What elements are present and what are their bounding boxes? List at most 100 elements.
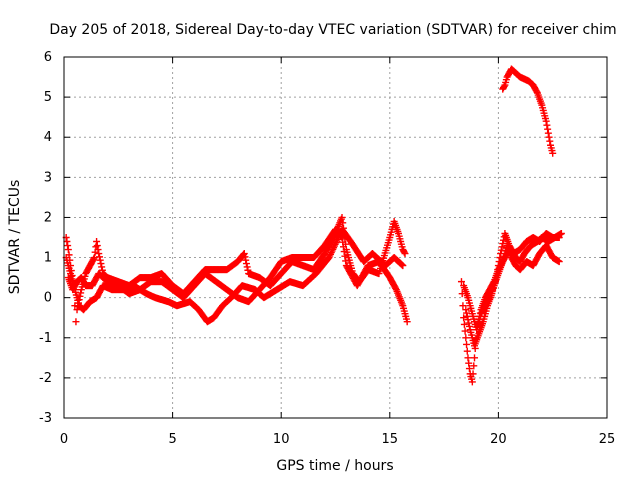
- data-point: [399, 262, 407, 270]
- y-tick-label: 6: [44, 50, 52, 65]
- data-point: [397, 260, 405, 268]
- data-point: [339, 219, 347, 227]
- data-point: [401, 250, 409, 258]
- y-axis-label: SDTVAR / TECUs: [7, 180, 23, 295]
- data-point: [545, 133, 553, 141]
- data-point: [457, 278, 465, 286]
- data-point: [462, 306, 470, 314]
- data-point: [465, 365, 473, 373]
- data-point: [533, 88, 541, 96]
- data-point: [72, 318, 80, 326]
- y-tick-label: 5: [44, 90, 52, 105]
- data-point: [493, 270, 501, 278]
- data-point: [403, 318, 411, 326]
- tick-layer: 0 5 10 15 20 25 -3 -2 -1 0 1 2 3 4 5 6: [39, 50, 615, 447]
- x-axis-label: GPS time / hours: [276, 458, 393, 474]
- data-point: [242, 260, 250, 268]
- data-point: [497, 250, 505, 258]
- y-tick-label: -1: [39, 331, 52, 346]
- data-point: [241, 253, 249, 261]
- data-point: [244, 266, 252, 274]
- data-point: [93, 242, 101, 250]
- data-point: [338, 213, 346, 221]
- data-point: [94, 246, 102, 254]
- data-point: [64, 242, 72, 250]
- data-point: [463, 312, 471, 320]
- series-track-a: [62, 213, 409, 326]
- data-point: [463, 309, 471, 317]
- data-point: [463, 347, 471, 355]
- data-point: [64, 246, 72, 254]
- y-tick-label: 1: [44, 251, 52, 266]
- series-track-c: [62, 225, 407, 326]
- data-point: [544, 125, 552, 133]
- data-point: [243, 263, 251, 271]
- data-point: [494, 262, 502, 270]
- data-point: [497, 246, 505, 254]
- data-point: [470, 362, 478, 370]
- point-layer: [62, 65, 565, 386]
- data-point: [90, 255, 98, 263]
- y-tick-label: 0: [44, 291, 52, 306]
- x-tick-label: 5: [168, 432, 176, 447]
- data-point: [459, 302, 467, 310]
- data-point: [465, 359, 473, 367]
- data-point: [549, 149, 557, 157]
- data-point: [339, 243, 347, 251]
- data-point: [98, 263, 106, 271]
- x-tick-label: 10: [273, 432, 290, 447]
- data-point: [495, 258, 503, 266]
- y-tick-label: 2: [44, 210, 52, 225]
- data-point: [542, 117, 550, 125]
- data-point: [93, 238, 101, 246]
- series-track-e: [460, 242, 563, 334]
- data-point: [465, 319, 473, 327]
- data-point: [469, 370, 477, 378]
- data-point: [500, 82, 508, 90]
- data-point: [95, 253, 103, 261]
- data-point: [398, 261, 406, 269]
- data-point: [557, 229, 565, 237]
- series-track-g: [499, 65, 557, 157]
- data-point: [340, 248, 348, 256]
- data-point: [63, 238, 71, 246]
- data-point: [392, 284, 400, 292]
- data-point: [555, 258, 563, 266]
- y-tick-label: -3: [39, 411, 52, 426]
- x-tick-label: 15: [382, 432, 399, 447]
- data-point: [97, 260, 105, 268]
- plot-frame: [63, 56, 608, 419]
- data-point: [95, 250, 103, 258]
- data-point: [494, 266, 502, 274]
- x-tick-label: 0: [60, 432, 68, 447]
- data-point: [543, 121, 551, 129]
- data-point: [492, 274, 500, 282]
- data-point: [464, 316, 472, 324]
- y-tick-label: 4: [44, 130, 52, 145]
- data-point: [242, 256, 250, 264]
- data-point: [546, 137, 554, 145]
- data-point: [465, 322, 473, 330]
- series-track-b: [64, 225, 411, 326]
- x-tick-label: 25: [599, 432, 616, 447]
- data-point: [555, 234, 563, 241]
- data-point: [496, 254, 504, 262]
- data-point: [544, 129, 552, 137]
- data-point: [498, 243, 506, 251]
- data-point: [342, 257, 350, 265]
- data-point: [471, 354, 479, 362]
- data-point: [240, 250, 248, 258]
- data-point: [460, 314, 468, 322]
- x-tick-label: 20: [490, 432, 507, 447]
- chart-title: Day 205 of 2018, Sidereal Day-to-day VTE…: [49, 22, 616, 38]
- data-point: [464, 354, 472, 362]
- data-point: [461, 327, 469, 335]
- series-track-f: [462, 229, 563, 350]
- data-point: [96, 256, 104, 264]
- data-point: [460, 320, 468, 328]
- data-point: [462, 334, 470, 342]
- data-point: [463, 340, 471, 348]
- data-point: [339, 238, 347, 246]
